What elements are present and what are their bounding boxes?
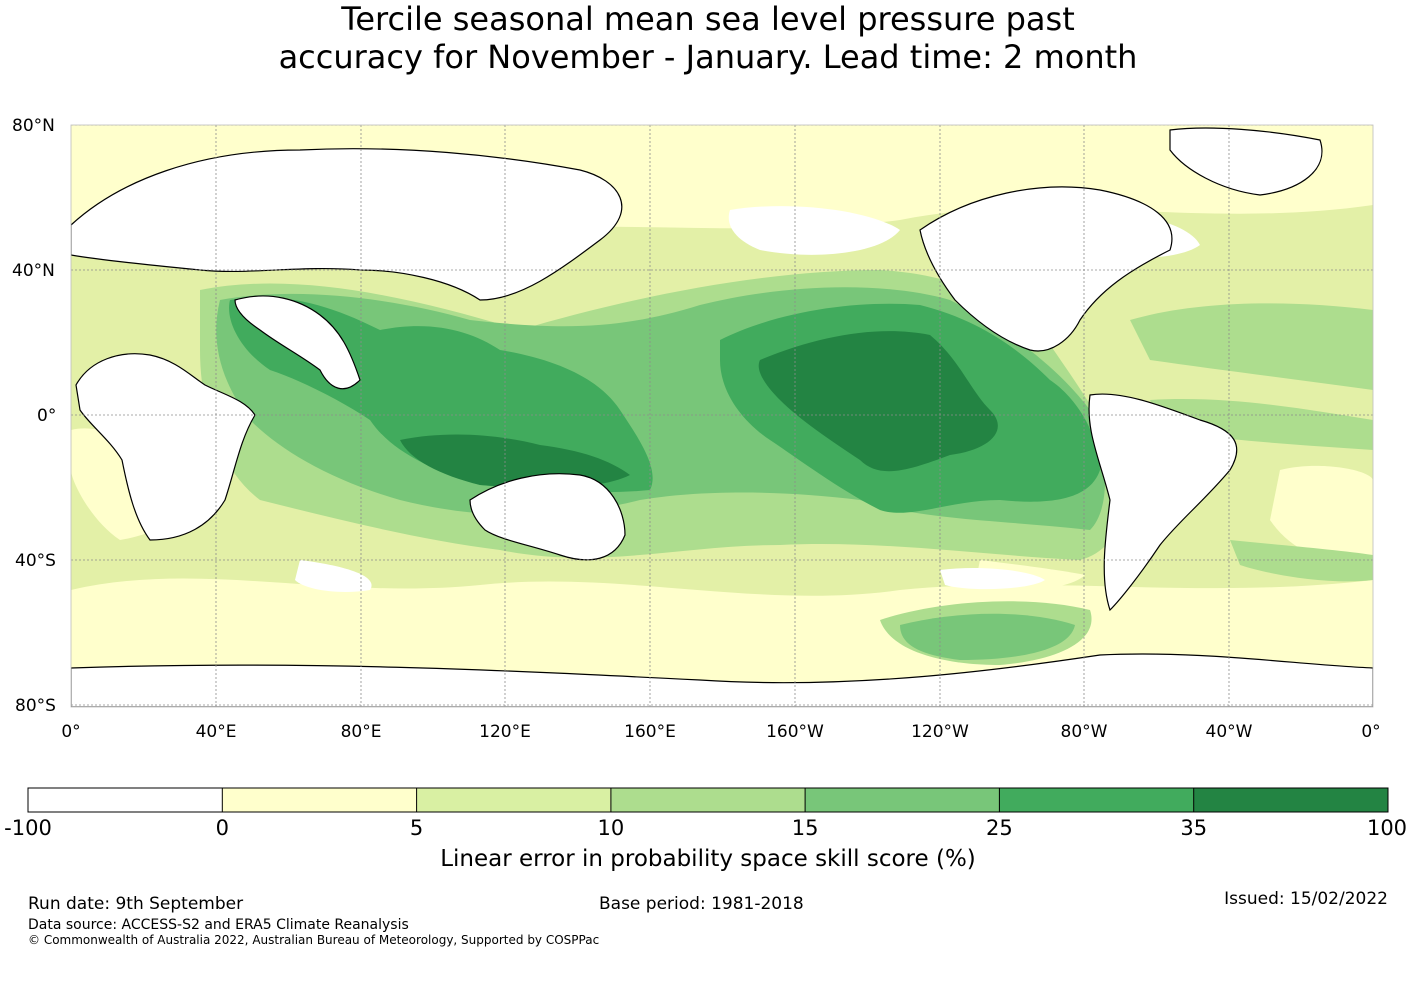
- colorbar-frame: [27, 787, 1389, 813]
- south-pacific-white: [940, 568, 1045, 590]
- colorbar-tick-labels: -100 0 5 10 15 25 35 100: [4, 816, 1407, 840]
- colorbar-label-5: 15: [792, 816, 819, 840]
- colorbar-label-6: 25: [986, 816, 1013, 840]
- equatorial-atlantic-10: [1150, 399, 1373, 450]
- lon-label-160w: 160°W: [766, 722, 824, 742]
- north-pacific-white: [728, 206, 900, 255]
- colorbar-label-1: -100: [4, 816, 52, 840]
- lon-label-0-left: 0°: [61, 722, 80, 742]
- latitude-labels: 80°N 40°N 0° 40°S 80°S: [12, 116, 56, 716]
- skill-map: [71, 125, 1373, 707]
- chart-title: Tercile seasonal mean sea level pressure…: [0, 0, 1416, 76]
- south-america-land: [1088, 393, 1238, 612]
- colorbar-caption: Linear error in probability space skill …: [440, 846, 976, 872]
- colorbar-swatch-6: [999, 788, 1194, 812]
- lat-label-80n: 80°N: [12, 116, 55, 136]
- lon-label-0-right: 0°: [1361, 722, 1380, 742]
- colorbar-swatch-4: [610, 788, 806, 812]
- australia-land: [469, 473, 626, 561]
- colorbar-dividers: [221, 788, 1195, 812]
- copyright-notice: © Commonwealth of Australia 2022, Austra…: [28, 933, 600, 947]
- africa-land: [75, 353, 256, 541]
- colorbar-swatch-5: [805, 788, 1000, 812]
- antarctica-land: [71, 653, 1373, 707]
- colorbar-label-2: 0: [216, 816, 229, 840]
- lon-label-40e: 40°E: [196, 722, 237, 742]
- longitude-labels: 0° 40°E 80°E 120°E 160°E 160°W 120°W 80°…: [61, 722, 1380, 742]
- lon-label-120w: 120°W: [911, 722, 969, 742]
- south-indian-white: [295, 560, 372, 592]
- colorbar-label-7: 35: [1180, 816, 1207, 840]
- lon-label-80e: 80°E: [341, 722, 382, 742]
- base-period: Base period: 1981-2018: [599, 894, 804, 914]
- colorbar-swatch-1: [28, 788, 223, 812]
- greenland-land: [1169, 127, 1323, 196]
- colorbar-swatch-7: [1193, 788, 1388, 812]
- north-america-land: [919, 186, 1173, 352]
- pacific-35: [758, 331, 998, 472]
- eurasia-land: [71, 148, 623, 301]
- lon-label-40w: 40°W: [1206, 722, 1253, 742]
- colorbar-swatch-2: [222, 788, 417, 812]
- issued-date: Issued: 15/02/2022: [1224, 889, 1388, 909]
- arabia-india-land: [234, 295, 361, 390]
- colorbar-label-3: 5: [410, 816, 423, 840]
- east-atlantic-yellow: [1270, 465, 1373, 563]
- colorbar: -100 0 5 10 15 25 35 100: [4, 787, 1407, 840]
- lon-label-80w: 80°W: [1061, 722, 1108, 742]
- south-atlantic-10: [1230, 540, 1373, 582]
- colorbar-label-4: 10: [598, 816, 625, 840]
- map-frame: [70, 124, 1374, 708]
- colorbar-swatch-3: [416, 788, 611, 812]
- data-source: Data source: ACCESS-S2 and ERA5 Climate …: [28, 917, 409, 933]
- title-line-1: Tercile seasonal mean sea level pressure…: [341, 0, 1075, 38]
- atlantic-band-10: [1130, 303, 1373, 390]
- land-masses: [71, 127, 1373, 707]
- southern-ocean-15: [900, 613, 1075, 660]
- gridlines: [71, 125, 1373, 707]
- lat-label-40n: 40°N: [12, 261, 55, 281]
- title-line-2: accuracy for November - January. Lead ti…: [278, 38, 1138, 76]
- lon-label-160e: 160°E: [624, 722, 676, 742]
- colorbar-label-8: 100: [1367, 816, 1407, 840]
- lat-label-40s: 40°S: [15, 551, 56, 571]
- lat-label-80s: 80°S: [15, 696, 56, 716]
- run-date: Run date: 9th September: [28, 894, 244, 914]
- lat-label-eq: 0°: [37, 406, 56, 426]
- lon-label-120e: 120°E: [479, 722, 531, 742]
